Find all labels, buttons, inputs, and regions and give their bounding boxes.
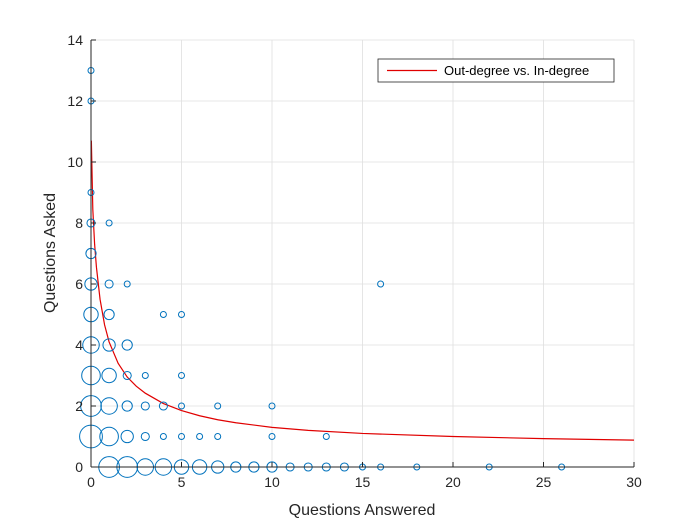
scatter-point: [268, 433, 276, 440]
x-tick-label: 10: [264, 474, 280, 490]
scatter-point: [121, 400, 133, 412]
x-tick-label: 5: [178, 474, 186, 490]
scatter-point: [159, 311, 167, 318]
scatter-point: [214, 433, 222, 440]
scatter-point: [140, 431, 150, 442]
scatter-point: [120, 429, 134, 444]
scatter-point: [178, 372, 185, 379]
scatter-point: [105, 219, 113, 227]
legend: Out-degree vs. In-degree: [377, 58, 615, 83]
x-tick-label: 15: [355, 474, 371, 490]
scatter-point: [140, 401, 150, 411]
scatter-point: [121, 339, 133, 351]
scatter-point: [268, 402, 276, 410]
x-tick-label: 25: [536, 474, 552, 490]
ticks: 0 5 10 15 20 25 30 0 2 4 6 8 10 12 14: [67, 32, 642, 490]
scatter-point: [159, 433, 167, 440]
scatter-point: [322, 433, 330, 440]
fit-line-group: [90, 140, 635, 441]
scatter-point: [101, 367, 117, 384]
scatter-point: [196, 433, 204, 440]
y-axis-label: Questions Asked: [42, 193, 59, 313]
scatter-point: [103, 308, 115, 321]
scatter-point: [158, 401, 168, 411]
fit-line: [90, 140, 635, 441]
y-tick-label: 14: [67, 32, 83, 48]
legend-box: [377, 58, 615, 83]
y-tick-label: 4: [75, 337, 83, 353]
y-tick-label: 6: [75, 276, 83, 292]
scatter-point: [178, 311, 185, 318]
scatter-point: [99, 426, 119, 447]
legend-entry: Out-degree vs. In-degree: [444, 63, 589, 78]
y-tick-label: 10: [67, 154, 83, 170]
scatter-point: [100, 397, 118, 415]
scatter-point: [377, 280, 385, 288]
y-tick-label: 2: [75, 398, 83, 414]
x-tick-label: 20: [445, 474, 461, 490]
scatter-point: [123, 280, 131, 288]
scatter-point: [122, 370, 132, 381]
x-tick-label: 0: [87, 474, 95, 490]
scatter-point: [141, 372, 149, 379]
scatter-point: [178, 402, 185, 410]
scatter-point: [102, 338, 116, 352]
x-tick-label: 30: [626, 474, 642, 490]
y-tick-label: 0: [75, 459, 83, 475]
scatter-point: [214, 402, 222, 410]
y-tick-label: 8: [75, 215, 83, 231]
y-tick-label: 12: [67, 93, 83, 109]
scatter-point: [104, 279, 114, 289]
x-axis-label: Questions Answered: [289, 502, 436, 519]
scatter-point: [178, 433, 185, 440]
